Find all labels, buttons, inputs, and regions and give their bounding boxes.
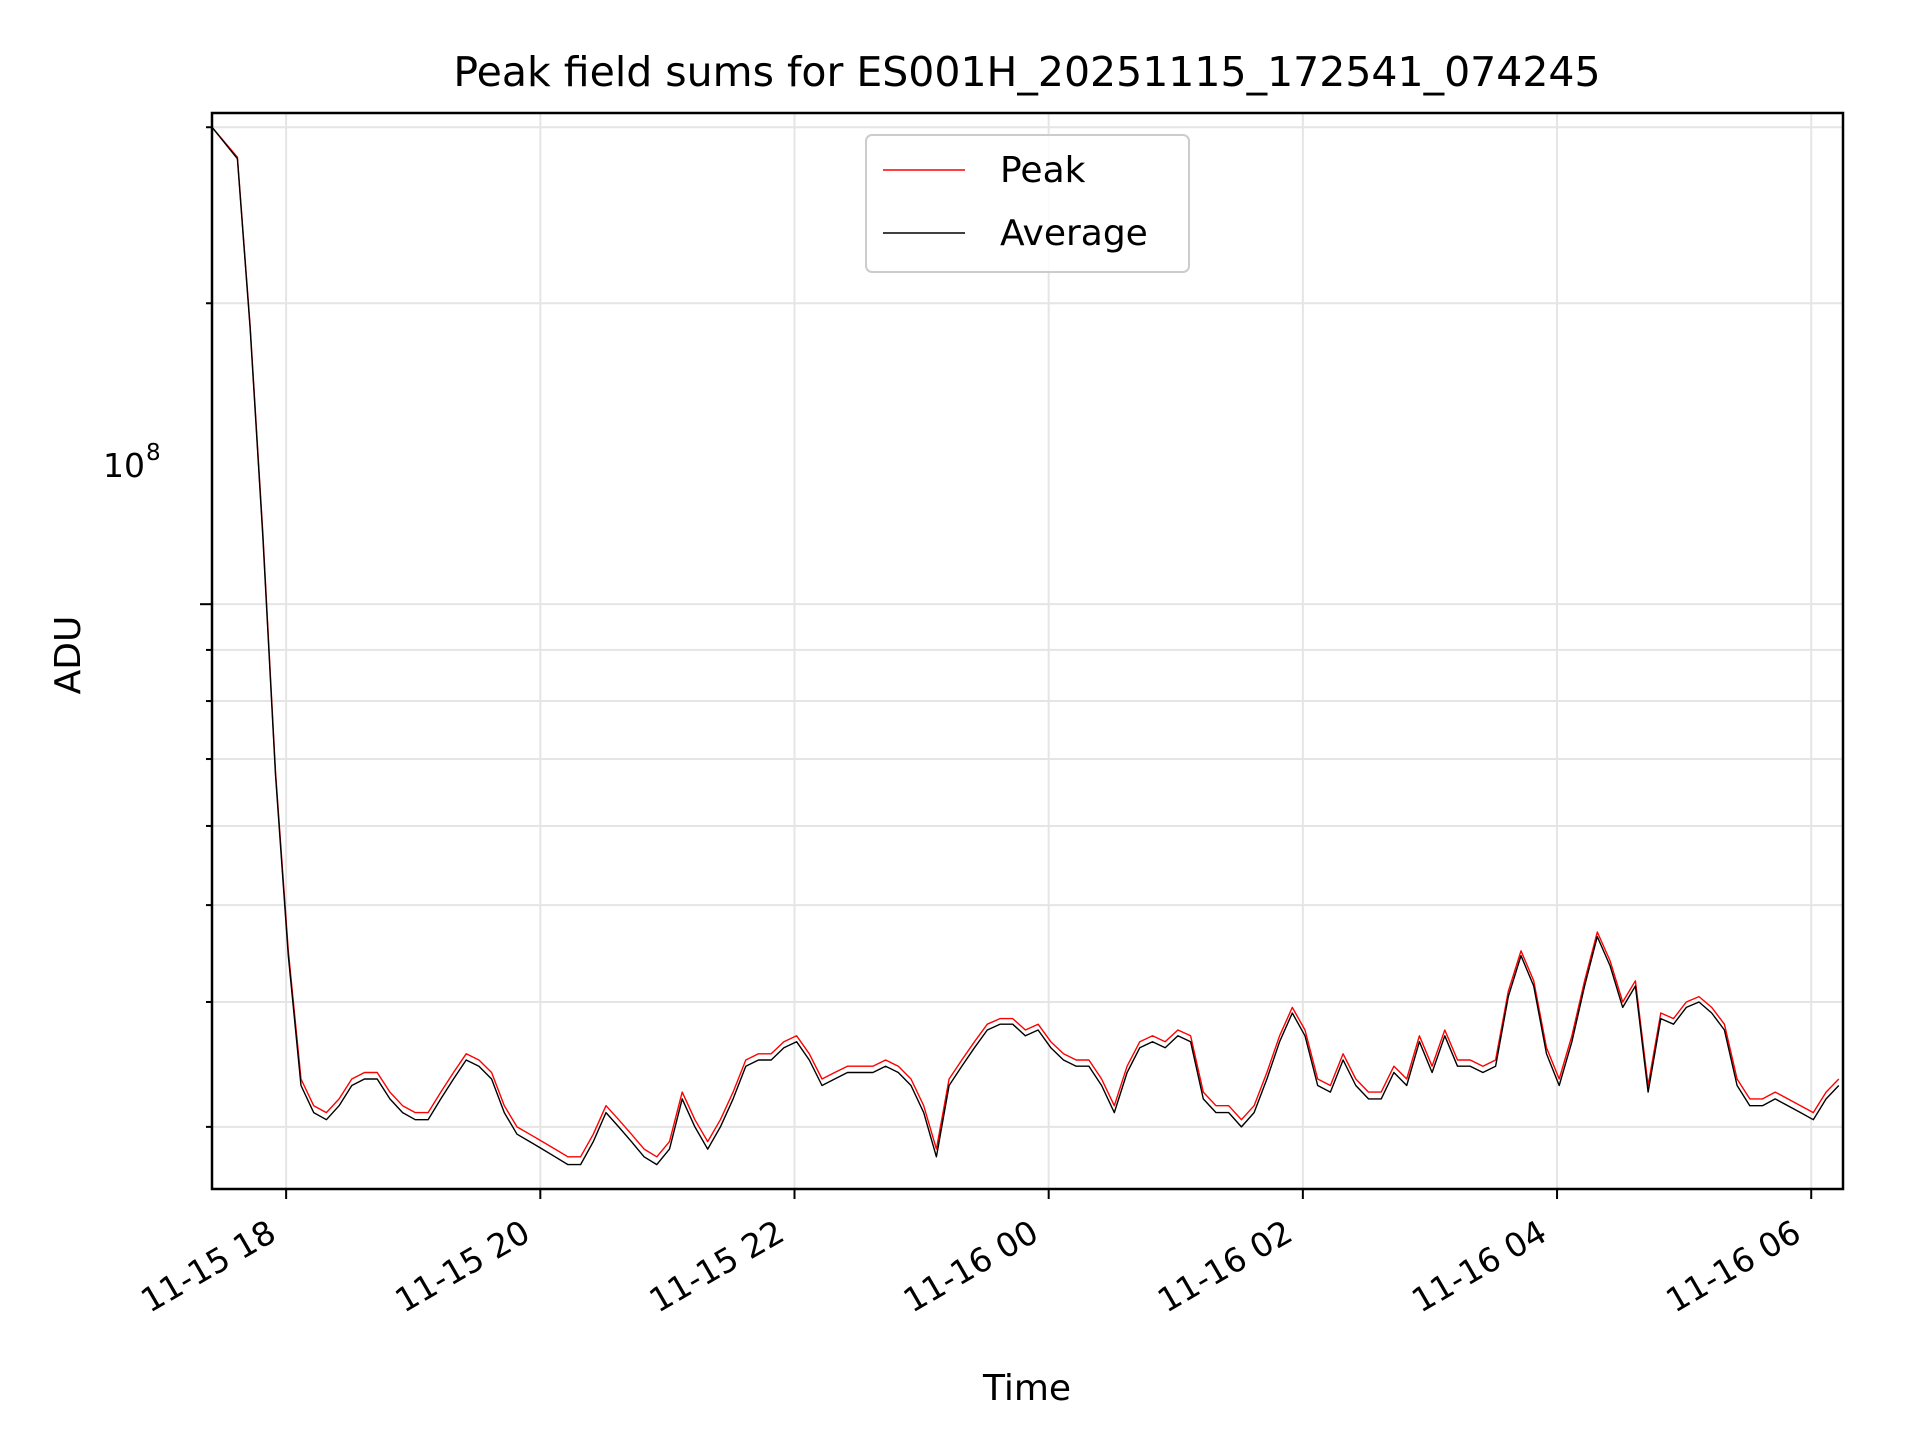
grid	[212, 113, 1843, 1189]
legend: Peak Average	[865, 134, 1190, 273]
x-axis-label: Time	[982, 1368, 1071, 1409]
y-tick-label-exponent: 8	[146, 440, 161, 466]
y-tick-label-base: 10	[103, 446, 145, 485]
y-axis-label: ADU	[48, 616, 89, 695]
series-peak-line	[211, 126, 1840, 1158]
series-average-line	[211, 126, 1840, 1166]
series-layer	[211, 126, 1840, 1166]
plot-area	[212, 113, 1843, 1189]
plot-frame	[210, 111, 1845, 1191]
chart-title: Peak field sums for ES001H_20251115_1725…	[453, 48, 1600, 96]
y-major-tick-label: 10 8	[103, 440, 161, 485]
legend-label-peak: Peak	[1000, 150, 1086, 191]
legend-label-average: Average	[1000, 213, 1148, 254]
